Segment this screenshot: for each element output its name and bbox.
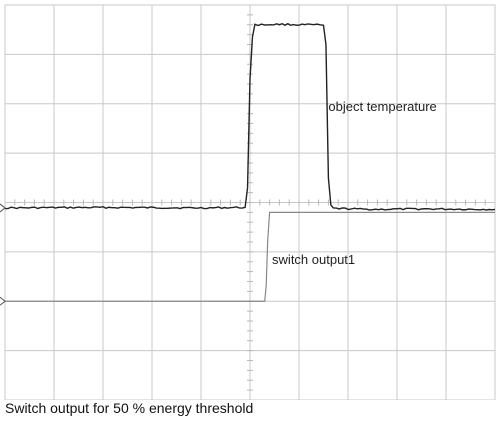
oscilloscope-chart: object temperature switch output1 [0,4,496,400]
label-switch-output: switch output1 [272,252,355,267]
annotations: object temperature switch output1 [272,99,437,267]
label-object-temperature: object temperature [328,99,436,114]
figure-caption: Switch output for 50 % energy threshold [5,400,254,416]
series-lines [4,22,496,302]
grid [4,4,496,400]
series-line-switch-output [5,211,495,302]
level-markers [0,203,6,306]
series-line-object-temperature [4,22,496,211]
marker-object-temperature [0,203,6,213]
marker-switch-output [0,296,6,306]
